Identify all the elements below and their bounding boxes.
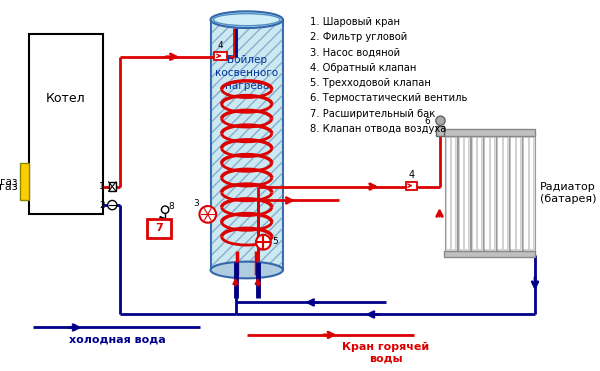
Bar [511,137,515,249]
Bar [146,219,170,237]
Bar [29,34,103,214]
Circle shape [161,206,169,213]
Bar [523,137,527,249]
Bar [509,134,521,252]
Text: 7: 7 [155,223,163,233]
Bar [523,134,535,252]
Bar [444,129,535,135]
Bar [109,182,116,191]
Text: 3: 3 [194,199,200,208]
Bar [406,182,417,190]
Bar [445,134,457,252]
Circle shape [436,116,445,125]
Bar [444,250,535,257]
Bar [497,134,509,252]
Text: 6: 6 [425,118,430,127]
Bar [436,126,444,135]
Bar [451,137,455,249]
Bar [484,137,488,249]
Bar [484,134,496,252]
Bar [446,137,450,249]
Ellipse shape [211,262,283,278]
Text: Радиатор
(батарея): Радиатор (батарея) [539,182,596,204]
Text: 2: 2 [99,201,105,210]
Text: 5. Трехходовой клапан: 5. Трехходовой клапан [310,78,431,88]
Circle shape [199,206,216,223]
Bar [470,134,482,252]
Text: холодная вода: холодная вода [68,335,165,345]
Bar [503,137,507,249]
Text: 4. Обратный клапан: 4. Обратный клапан [310,63,416,73]
Text: Бойлер
косвенного
нагрева: Бойлер косвенного нагрева [215,55,278,91]
Bar [211,20,283,270]
Bar [529,137,533,249]
Text: Котел: Котел [46,92,86,105]
Bar [458,134,470,252]
Bar [497,137,502,249]
Text: 2. Фильтр угловой: 2. Фильтр угловой [310,32,407,42]
Circle shape [256,235,271,250]
Bar [211,20,283,270]
Text: Кран горячей
воды: Кран горячей воды [342,342,430,364]
Text: газ: газ [0,181,18,191]
Bar [490,137,494,249]
Text: 8: 8 [168,203,173,211]
Bar [472,137,476,249]
Circle shape [107,200,117,210]
Text: 5: 5 [272,237,278,246]
Bar [458,137,463,249]
Ellipse shape [211,12,283,28]
Bar [214,52,227,60]
Text: газ: газ [0,177,18,187]
Bar [20,163,29,200]
Text: 8. Клапан отвода воздуха: 8. Клапан отвода воздуха [310,124,446,134]
Bar [515,137,520,249]
Text: 1. Шаровый кран: 1. Шаровый кран [310,17,400,27]
Ellipse shape [214,14,280,26]
Text: 3. Насос водяной: 3. Насос водяной [310,47,400,58]
Text: 4: 4 [409,170,415,180]
Text: 4: 4 [218,42,224,50]
Bar [476,137,481,249]
Text: 6. Термостатический вентиль: 6. Термостатический вентиль [310,93,467,104]
Bar [464,137,468,249]
Text: 1: 1 [99,182,105,191]
Text: 7. Расширительный бак: 7. Расширительный бак [310,109,435,119]
